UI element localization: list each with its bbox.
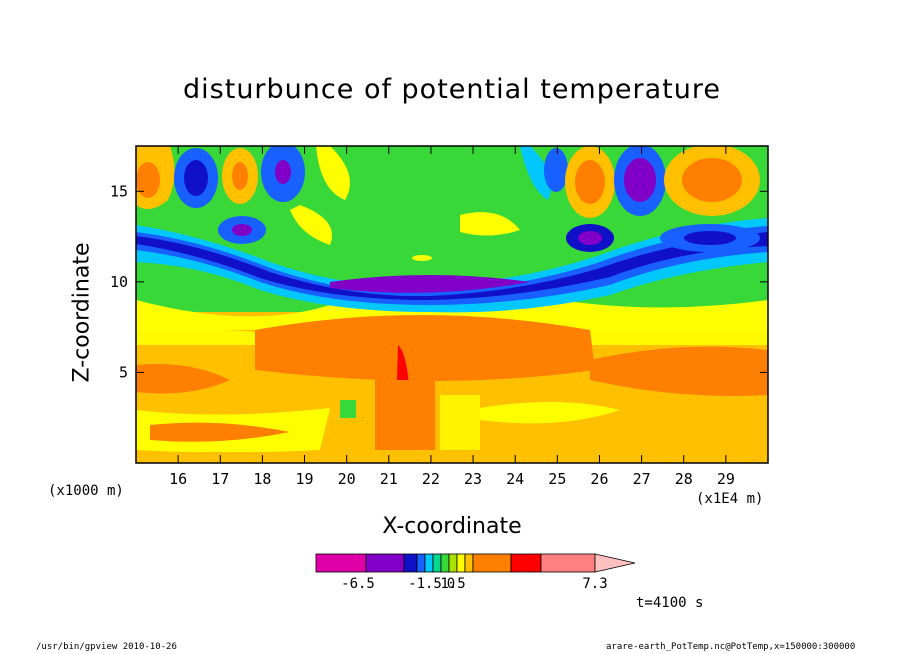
chart-title: disturbunce of potential temperature [183, 74, 721, 105]
y-axis-ticks: 5 10 15 [110, 182, 768, 381]
colorbar-tick-label: 7.3 [582, 576, 607, 592]
colorbar-swatch [510, 553, 542, 573]
colorbar-tick-label: 0 [447, 576, 455, 592]
footer-right: arare-earth_PotTemp.nc@PotTemp,x=150000:… [606, 642, 856, 652]
colorbar-swatch [315, 553, 367, 573]
colorbar-tick-label: -1.5 [408, 576, 442, 592]
x-tick-label: 25 [548, 470, 566, 488]
x-axis-ticks: 16 17 18 19 20 21 22 23 24 25 26 27 28 29 [169, 146, 735, 488]
colorbar-swatch [365, 553, 405, 573]
y-tick-label: 5 [119, 363, 128, 381]
x-tick-label: 18 [253, 470, 271, 488]
x-tick-label: 17 [211, 470, 229, 488]
x-tick-label: 21 [380, 470, 398, 488]
y-unit-label: (x1000 m) [48, 483, 124, 499]
x-tick-label: 16 [169, 470, 187, 488]
x-tick-label: 24 [506, 470, 524, 488]
colorbar-swatch [456, 553, 466, 573]
colorbar-tick-label: -6.5 [341, 576, 375, 592]
x-tick-label: 27 [633, 470, 651, 488]
time-label: t=4100 s [636, 595, 704, 611]
x-tick-label: 19 [296, 470, 314, 488]
x-tick-label: 26 [590, 470, 608, 488]
x-tick-label: 20 [338, 470, 356, 488]
contour-field [136, 146, 768, 463]
x-tick-label: 29 [717, 470, 735, 488]
colorbar-swatch [432, 553, 442, 573]
x-unit-label: (x1E4 m) [696, 491, 764, 507]
y-tick-label: 15 [110, 182, 128, 200]
colorbar-swatch [448, 553, 458, 573]
colorbar-swatch [540, 553, 596, 573]
x-tick-label: 22 [422, 470, 440, 488]
colorbar-swatch [424, 553, 434, 573]
footer-left: /usr/bin/gpview 2010-10-26 [36, 642, 177, 652]
y-tick-label: 10 [110, 273, 128, 291]
colorbar-swatch [472, 553, 512, 573]
x-tick-label: 23 [464, 470, 482, 488]
x-axis-label: X-coordinate [382, 514, 522, 539]
colorbar-swatch [416, 553, 426, 573]
x-tick-label: 28 [675, 470, 693, 488]
colorbar: -6.5 -1.5 01.5 7.3 [315, 553, 636, 592]
colorbar-swatch [403, 553, 418, 573]
colorbar-tick-label: 1.5 [440, 576, 465, 592]
colorbar-swatch [440, 553, 450, 573]
plot-frame [135, 145, 769, 464]
colorbar-swatch [464, 553, 474, 573]
colorbar-arrow [594, 553, 636, 573]
